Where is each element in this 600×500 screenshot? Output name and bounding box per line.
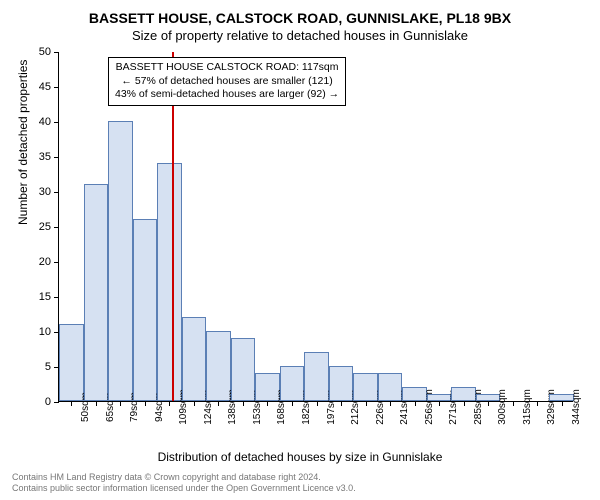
y-tick-label: 5 [45, 361, 51, 373]
y-tick-label: 45 [39, 81, 51, 93]
x-tick [218, 401, 219, 406]
x-tick [366, 401, 367, 406]
y-tick-label: 15 [39, 291, 51, 303]
x-axis-title: Distribution of detached houses by size … [0, 450, 600, 464]
annotation-line3: 43% of semi-detached houses are larger (… [115, 88, 339, 102]
x-tick [267, 401, 268, 406]
x-tick [96, 401, 97, 406]
x-tick [145, 401, 146, 406]
y-tick [54, 157, 59, 158]
y-tick [54, 87, 59, 88]
x-tick-label: 300sqm [497, 389, 508, 425]
x-tick [169, 401, 170, 406]
histogram-bar [108, 121, 133, 401]
histogram-bar [157, 163, 182, 401]
x-tick [194, 401, 195, 406]
x-tick [513, 401, 514, 406]
footer-line1: Contains HM Land Registry data © Crown c… [12, 472, 356, 483]
y-tick [54, 297, 59, 298]
annotation-box: BASSETT HOUSE CALSTOCK ROAD: 117sqm ← 57… [108, 57, 346, 106]
x-tick [292, 401, 293, 406]
histogram-bar [84, 184, 109, 401]
y-tick-label: 25 [39, 221, 51, 233]
x-tick [120, 401, 121, 406]
chart-title-main: BASSETT HOUSE, CALSTOCK ROAD, GUNNISLAKE… [0, 0, 600, 26]
histogram-bar [59, 324, 84, 401]
x-tick [488, 401, 489, 406]
y-tick-label: 50 [39, 46, 51, 58]
x-tick-label: 315sqm [522, 389, 533, 425]
y-tick [54, 227, 59, 228]
footer-line2: Contains public sector information licen… [12, 483, 356, 494]
x-tick [415, 401, 416, 406]
x-tick [390, 401, 391, 406]
x-tick [439, 401, 440, 406]
x-tick [71, 401, 72, 406]
y-tick [54, 122, 59, 123]
x-tick-label: 344sqm [571, 389, 582, 425]
chart-title-sub: Size of property relative to detached ho… [0, 26, 600, 43]
y-tick-label: 40 [39, 116, 51, 128]
x-tick [243, 401, 244, 406]
y-tick-label: 35 [39, 151, 51, 163]
chart-area: 0510152025303540455050sqm65sqm79sqm94sqm… [58, 52, 573, 402]
y-tick-label: 20 [39, 256, 51, 268]
y-tick [54, 192, 59, 193]
y-tick-label: 30 [39, 186, 51, 198]
annotation-line2: ← 57% of detached houses are smaller (12… [115, 75, 339, 89]
histogram-bar [133, 219, 158, 401]
x-tick [537, 401, 538, 406]
footer-attribution: Contains HM Land Registry data © Crown c… [12, 472, 356, 494]
y-tick [54, 52, 59, 53]
x-tick [317, 401, 318, 406]
x-tick [562, 401, 563, 406]
x-tick [464, 401, 465, 406]
y-axis-title: Number of detached properties [16, 60, 30, 225]
annotation-line1: BASSETT HOUSE CALSTOCK ROAD: 117sqm [115, 61, 339, 75]
y-tick [54, 402, 59, 403]
y-tick-label: 10 [39, 326, 51, 338]
x-tick [341, 401, 342, 406]
y-tick-label: 0 [45, 396, 51, 408]
y-tick [54, 262, 59, 263]
